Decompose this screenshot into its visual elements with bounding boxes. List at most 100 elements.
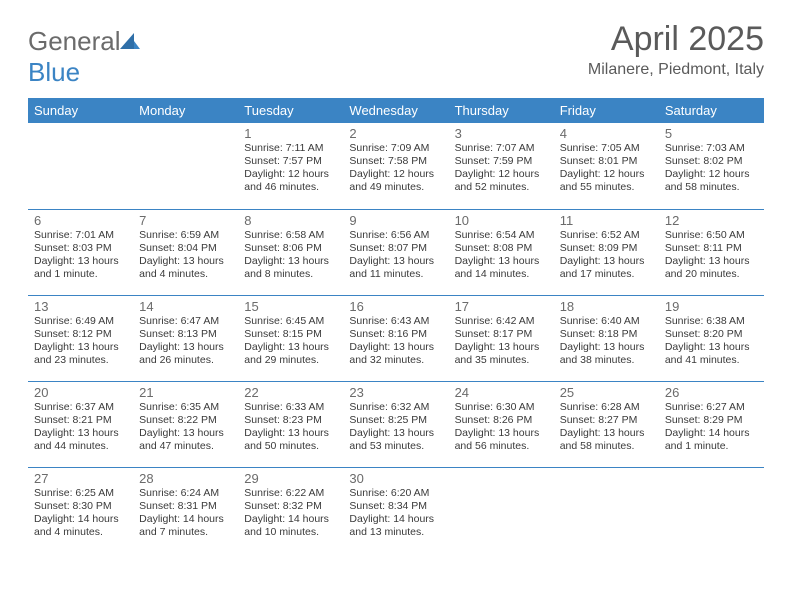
sunset-text: Sunset: 8:16 PM <box>349 328 442 341</box>
calendar-day-cell: 13Sunrise: 6:49 AMSunset: 8:12 PMDayligh… <box>28 295 133 381</box>
sunrise-text: Sunrise: 6:33 AM <box>244 401 337 414</box>
daylight-text: Daylight: 12 hours and 52 minutes. <box>455 168 548 194</box>
calendar-empty-cell <box>659 467 764 553</box>
daylight-text: Daylight: 13 hours and 11 minutes. <box>349 255 442 281</box>
sunrise-text: Sunrise: 7:07 AM <box>455 142 548 155</box>
calendar-week-row: 20Sunrise: 6:37 AMSunset: 8:21 PMDayligh… <box>28 381 764 467</box>
calendar-week-row: 6Sunrise: 7:01 AMSunset: 8:03 PMDaylight… <box>28 209 764 295</box>
daylight-text: Daylight: 14 hours and 1 minute. <box>665 427 758 453</box>
sunrise-text: Sunrise: 6:45 AM <box>244 315 337 328</box>
day-number: 21 <box>139 385 232 400</box>
logo-word-2: Blue <box>28 57 80 87</box>
calendar-week-row: 27Sunrise: 6:25 AMSunset: 8:30 PMDayligh… <box>28 467 764 553</box>
day-number: 2 <box>349 126 442 141</box>
sunset-text: Sunset: 8:01 PM <box>560 155 653 168</box>
sunrise-text: Sunrise: 6:28 AM <box>560 401 653 414</box>
day-header: Monday <box>133 98 238 123</box>
daylight-text: Daylight: 13 hours and 20 minutes. <box>665 255 758 281</box>
day-header: Saturday <box>659 98 764 123</box>
sunset-text: Sunset: 8:29 PM <box>665 414 758 427</box>
sunrise-text: Sunrise: 7:05 AM <box>560 142 653 155</box>
sunset-text: Sunset: 8:31 PM <box>139 500 232 513</box>
sunset-text: Sunset: 8:11 PM <box>665 242 758 255</box>
sunrise-text: Sunrise: 6:42 AM <box>455 315 548 328</box>
sunrise-text: Sunrise: 6:50 AM <box>665 229 758 242</box>
daylight-text: Daylight: 13 hours and 56 minutes. <box>455 427 548 453</box>
day-header: Sunday <box>28 98 133 123</box>
calendar-day-cell: 30Sunrise: 6:20 AMSunset: 8:34 PMDayligh… <box>343 467 448 553</box>
sunset-text: Sunset: 8:30 PM <box>34 500 127 513</box>
day-number: 24 <box>455 385 548 400</box>
calendar-day-cell: 27Sunrise: 6:25 AMSunset: 8:30 PMDayligh… <box>28 467 133 553</box>
day-number: 11 <box>560 213 653 228</box>
day-number: 15 <box>244 299 337 314</box>
logo-text: GeneralBlue <box>28 26 141 88</box>
sunset-text: Sunset: 8:26 PM <box>455 414 548 427</box>
sunset-text: Sunset: 8:18 PM <box>560 328 653 341</box>
sunset-text: Sunset: 8:04 PM <box>139 242 232 255</box>
sunrise-text: Sunrise: 6:40 AM <box>560 315 653 328</box>
daylight-text: Daylight: 13 hours and 4 minutes. <box>139 255 232 281</box>
calendar-empty-cell <box>133 123 238 209</box>
calendar-header-row: SundayMondayTuesdayWednesdayThursdayFrid… <box>28 98 764 123</box>
calendar-empty-cell <box>28 123 133 209</box>
daylight-text: Daylight: 13 hours and 23 minutes. <box>34 341 127 367</box>
day-number: 7 <box>139 213 232 228</box>
sunrise-text: Sunrise: 6:49 AM <box>34 315 127 328</box>
calendar-day-cell: 22Sunrise: 6:33 AMSunset: 8:23 PMDayligh… <box>238 381 343 467</box>
logo: GeneralBlue <box>28 26 141 88</box>
daylight-text: Daylight: 13 hours and 50 minutes. <box>244 427 337 453</box>
daylight-text: Daylight: 13 hours and 8 minutes. <box>244 255 337 281</box>
calendar-day-cell: 24Sunrise: 6:30 AMSunset: 8:26 PMDayligh… <box>449 381 554 467</box>
day-number: 18 <box>560 299 653 314</box>
calendar-day-cell: 14Sunrise: 6:47 AMSunset: 8:13 PMDayligh… <box>133 295 238 381</box>
day-number: 13 <box>34 299 127 314</box>
sunset-text: Sunset: 8:32 PM <box>244 500 337 513</box>
daylight-text: Daylight: 13 hours and 41 minutes. <box>665 341 758 367</box>
sunrise-text: Sunrise: 6:47 AM <box>139 315 232 328</box>
calendar-day-cell: 20Sunrise: 6:37 AMSunset: 8:21 PMDayligh… <box>28 381 133 467</box>
daylight-text: Daylight: 13 hours and 35 minutes. <box>455 341 548 367</box>
sunrise-text: Sunrise: 6:35 AM <box>139 401 232 414</box>
day-number: 3 <box>455 126 548 141</box>
sunrise-text: Sunrise: 6:38 AM <box>665 315 758 328</box>
page-header: GeneralBlue April 2025 Milanere, Piedmon… <box>28 20 764 88</box>
calendar-day-cell: 18Sunrise: 6:40 AMSunset: 8:18 PMDayligh… <box>554 295 659 381</box>
daylight-text: Daylight: 13 hours and 17 minutes. <box>560 255 653 281</box>
calendar-day-cell: 15Sunrise: 6:45 AMSunset: 8:15 PMDayligh… <box>238 295 343 381</box>
sunset-text: Sunset: 8:21 PM <box>34 414 127 427</box>
daylight-text: Daylight: 12 hours and 55 minutes. <box>560 168 653 194</box>
sunset-text: Sunset: 8:15 PM <box>244 328 337 341</box>
day-number: 22 <box>244 385 337 400</box>
daylight-text: Daylight: 13 hours and 47 minutes. <box>139 427 232 453</box>
sunrise-text: Sunrise: 7:11 AM <box>244 142 337 155</box>
sunset-text: Sunset: 7:58 PM <box>349 155 442 168</box>
sunrise-text: Sunrise: 6:22 AM <box>244 487 337 500</box>
sunset-text: Sunset: 8:09 PM <box>560 242 653 255</box>
day-number: 27 <box>34 471 127 486</box>
location-subtitle: Milanere, Piedmont, Italy <box>588 61 764 79</box>
logo-sail-icon <box>119 26 141 56</box>
sunset-text: Sunset: 8:12 PM <box>34 328 127 341</box>
calendar-day-cell: 29Sunrise: 6:22 AMSunset: 8:32 PMDayligh… <box>238 467 343 553</box>
sunrise-text: Sunrise: 6:32 AM <box>349 401 442 414</box>
sunset-text: Sunset: 7:59 PM <box>455 155 548 168</box>
sunrise-text: Sunrise: 6:20 AM <box>349 487 442 500</box>
calendar-day-cell: 23Sunrise: 6:32 AMSunset: 8:25 PMDayligh… <box>343 381 448 467</box>
sunrise-text: Sunrise: 6:59 AM <box>139 229 232 242</box>
day-number: 20 <box>34 385 127 400</box>
sunset-text: Sunset: 8:20 PM <box>665 328 758 341</box>
calendar-day-cell: 17Sunrise: 6:42 AMSunset: 8:17 PMDayligh… <box>449 295 554 381</box>
day-header: Friday <box>554 98 659 123</box>
sunrise-text: Sunrise: 6:30 AM <box>455 401 548 414</box>
sunrise-text: Sunrise: 6:24 AM <box>139 487 232 500</box>
calendar-day-cell: 5Sunrise: 7:03 AMSunset: 8:02 PMDaylight… <box>659 123 764 209</box>
daylight-text: Daylight: 13 hours and 26 minutes. <box>139 341 232 367</box>
sunrise-text: Sunrise: 6:56 AM <box>349 229 442 242</box>
calendar-day-cell: 28Sunrise: 6:24 AMSunset: 8:31 PMDayligh… <box>133 467 238 553</box>
day-number: 19 <box>665 299 758 314</box>
daylight-text: Daylight: 13 hours and 38 minutes. <box>560 341 653 367</box>
sunset-text: Sunset: 8:27 PM <box>560 414 653 427</box>
calendar-day-cell: 7Sunrise: 6:59 AMSunset: 8:04 PMDaylight… <box>133 209 238 295</box>
calendar-body: 1Sunrise: 7:11 AMSunset: 7:57 PMDaylight… <box>28 123 764 553</box>
